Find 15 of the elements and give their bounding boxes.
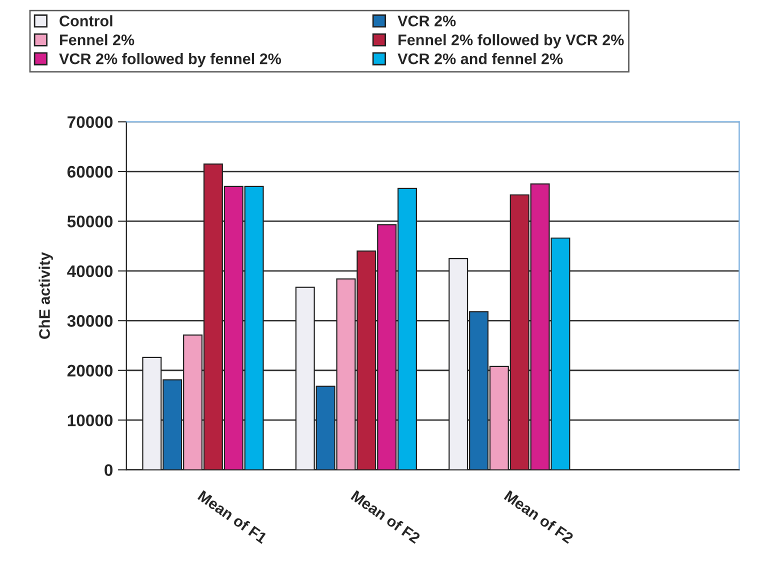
y-tick-label: 20000 xyxy=(67,364,113,377)
y-tick-label: 30000 xyxy=(67,315,113,327)
legend-label: VCR 2% followed by fennel 2% xyxy=(59,53,282,68)
legend-label: Fennel 2% xyxy=(60,34,134,46)
y-tick-label: 0 xyxy=(104,464,113,476)
legend-label: Control xyxy=(60,15,112,26)
legend-label: Fennel 2% followed by VCR 2% xyxy=(398,34,624,48)
y-axis-title: ChE activity xyxy=(38,252,53,339)
legend-label: VCR 2% xyxy=(398,16,456,26)
legend-label: VCR 2% and fennel 2% xyxy=(398,53,563,64)
y-tick-label: 50000 xyxy=(67,216,113,228)
y-tick-label: 70000 xyxy=(68,116,113,128)
y-tick-label: 40000 xyxy=(67,265,113,278)
y-tick-label: 10000 xyxy=(68,414,113,426)
y-tick-label: 60000 xyxy=(67,166,113,178)
